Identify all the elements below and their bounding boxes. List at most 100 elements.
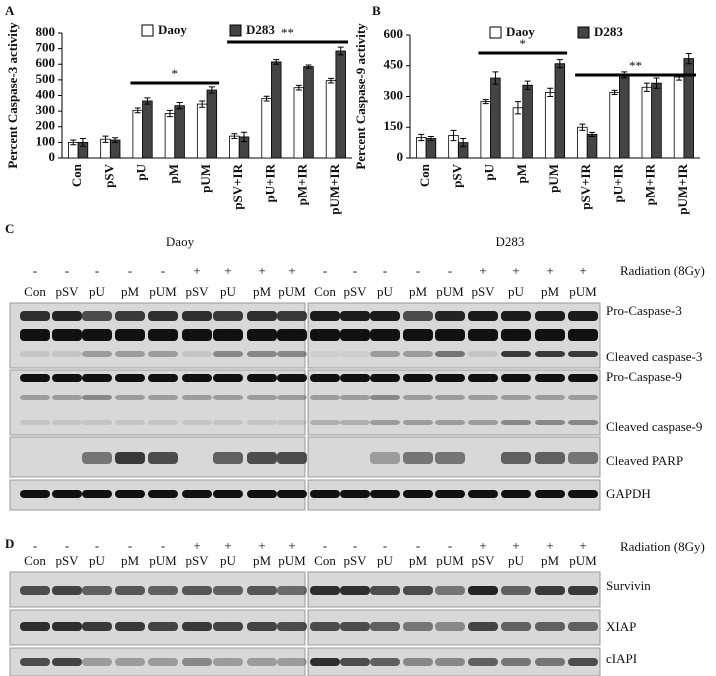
significance-mark: *: [520, 36, 527, 51]
bar: [512, 107, 524, 159]
band: [148, 586, 178, 595]
band: [247, 622, 277, 631]
band: [213, 658, 243, 666]
error-bar: [579, 123, 586, 131]
y-tick-label: 600: [384, 26, 404, 41]
band: [82, 374, 112, 382]
error-bar: [460, 138, 467, 148]
error-bar: [589, 131, 596, 137]
band: [310, 374, 340, 382]
band: [535, 490, 565, 498]
lane-label: pSV: [55, 553, 79, 568]
band: [115, 586, 145, 595]
error-bar: [241, 131, 248, 143]
band: [182, 374, 212, 382]
band: [468, 586, 498, 595]
bar: [619, 74, 630, 159]
band: [247, 420, 277, 425]
band: [310, 622, 340, 631]
radiation-sign: -: [33, 538, 37, 553]
bar: [490, 77, 501, 159]
error-bar: [305, 64, 312, 69]
band: [277, 374, 307, 382]
y-tick-label: 300: [36, 102, 56, 117]
row-label: Pro-Caspase-9: [606, 369, 682, 384]
band: [435, 586, 465, 595]
band: [370, 490, 400, 498]
bar: [271, 61, 282, 159]
radiation-label: Radiation (8Gy): [620, 539, 705, 554]
legend-swatch: [229, 24, 242, 37]
band: [148, 395, 178, 400]
band: [435, 395, 465, 400]
x-tick-label: pSV+IR: [578, 163, 593, 209]
bar: [673, 76, 685, 159]
band: [20, 586, 50, 595]
band: [52, 395, 82, 400]
band: [182, 490, 212, 498]
band: [468, 490, 498, 498]
error-bar: [328, 77, 335, 84]
radiation-sign: -: [95, 538, 99, 553]
band: [82, 329, 112, 341]
band: [82, 311, 112, 321]
band: [20, 329, 50, 341]
band: [20, 351, 50, 357]
band: [115, 658, 145, 666]
y-axis-label: Percent Caspase-9 activity: [353, 23, 368, 170]
bar: [586, 134, 598, 159]
band: [247, 329, 277, 341]
band: [82, 490, 112, 498]
error-bar: [134, 107, 141, 114]
row-label: Cleaved caspase-3: [606, 349, 702, 364]
error-bar: [418, 133, 425, 142]
radiation-sign: +: [224, 538, 231, 553]
x-tick-label: pUM: [198, 164, 213, 193]
x-tick-label: pM+IR: [295, 163, 310, 205]
radiation-sign: +: [479, 538, 486, 553]
band: [213, 311, 243, 321]
lane-label: pUM: [436, 284, 464, 299]
band: [435, 452, 465, 464]
bar: [261, 98, 272, 159]
error-bar: [295, 84, 302, 91]
band: [568, 490, 598, 498]
bar: [132, 109, 143, 159]
band: [115, 329, 145, 341]
band: [213, 374, 243, 382]
radiation-sign: +: [258, 263, 265, 278]
band: [82, 420, 112, 425]
band: [247, 374, 277, 382]
lane-label: pU: [377, 284, 394, 299]
radiation-sign: +: [479, 263, 486, 278]
band: [370, 311, 400, 321]
band: [435, 420, 465, 425]
row-label: cIAPI: [606, 651, 637, 666]
radiation-sign: +: [512, 538, 519, 553]
y-tick-label: 200: [36, 118, 56, 133]
y-tick-label: 150: [384, 118, 404, 133]
band: [52, 658, 82, 666]
radiation-label: Radiation (8Gy): [620, 263, 705, 278]
x-tick-label: pSV+IR: [230, 163, 245, 209]
x-tick-label: pU: [482, 163, 497, 180]
radiation-sign: -: [323, 538, 327, 553]
band: [277, 420, 307, 425]
band: [435, 351, 465, 357]
band: [213, 420, 243, 425]
y-tick-label: 450: [384, 57, 404, 72]
lane-label: pU: [377, 553, 394, 568]
radiation-sign: -: [416, 263, 420, 278]
band: [501, 658, 531, 666]
band: [535, 658, 565, 666]
band: [52, 420, 82, 425]
panel-label: B: [372, 3, 381, 18]
lane-label: pSV: [55, 284, 79, 299]
band: [403, 490, 433, 498]
radiation-sign: -: [323, 263, 327, 278]
band: [182, 420, 212, 425]
band: [115, 490, 145, 498]
band: [501, 311, 531, 321]
lane-label: pSV: [185, 284, 209, 299]
